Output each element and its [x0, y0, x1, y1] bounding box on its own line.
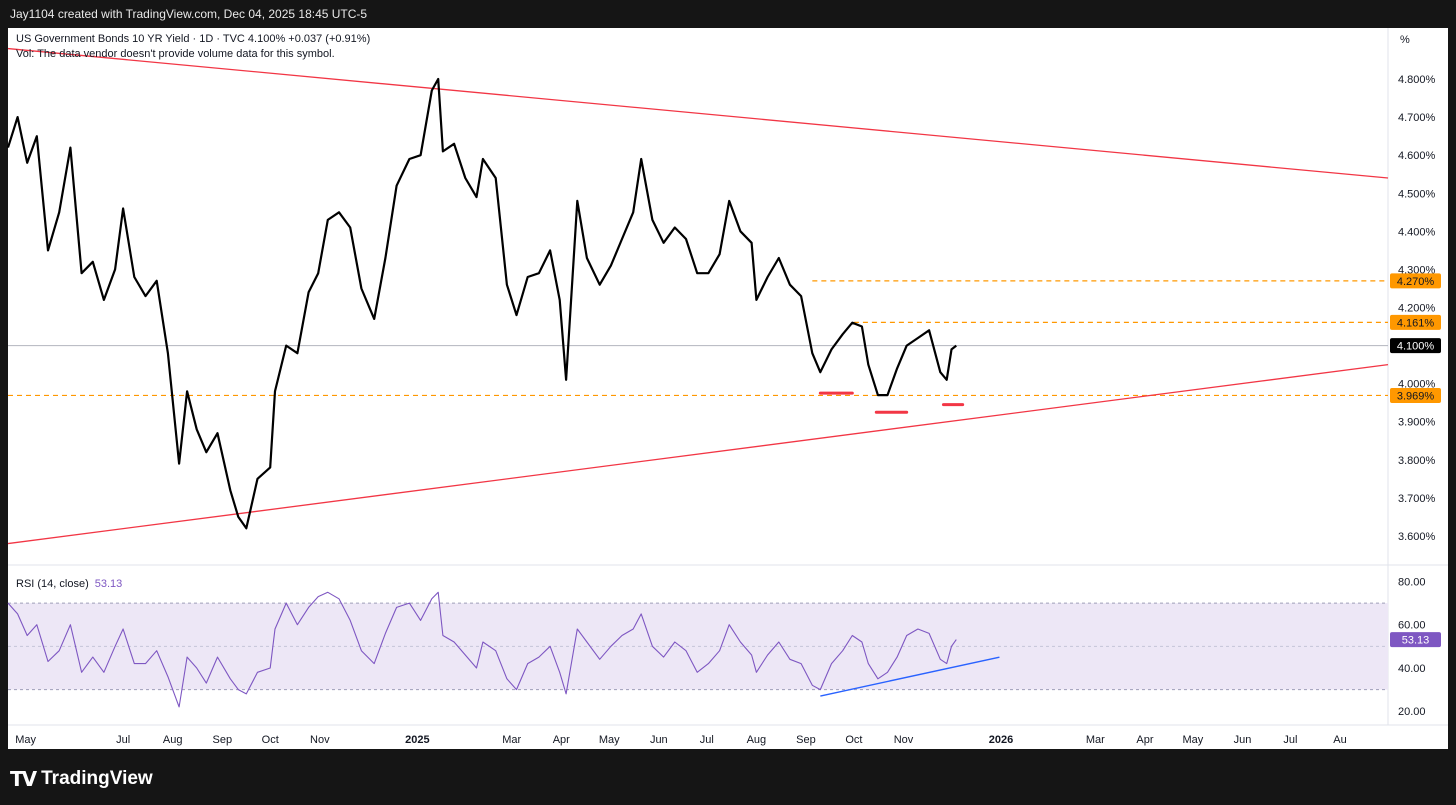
rsi-tick-label: 80.00 — [1398, 576, 1426, 588]
yield-price-line — [6, 77, 957, 530]
price-tick-label: 3.800% — [1398, 455, 1436, 467]
price-tick-label: 3.600% — [1398, 531, 1436, 543]
tradingview-logo[interactable]: TV TradingView — [10, 767, 153, 791]
time-tick-label: Au — [1333, 734, 1346, 746]
level-label-1: 4.161% — [1397, 317, 1435, 329]
symbol-legend[interactable]: US Government Bonds 10 YR Yield · 1D · T… — [16, 33, 371, 45]
last-price-label-bg — [1390, 338, 1441, 354]
rsi-value-label-bg — [1390, 632, 1441, 648]
price-tick-label: 4.700% — [1398, 112, 1436, 124]
rsi-pane — [7, 591, 1388, 708]
rsi-trendline — [820, 656, 1000, 697]
tradingview-mark-icon: TV — [10, 767, 37, 791]
time-tick-label: Nov — [310, 734, 330, 746]
time-tick-label: Apr — [553, 734, 570, 746]
time-tick-label: Sep — [212, 734, 232, 746]
time-tick-label: May — [15, 734, 36, 746]
time-tick-label: Jun — [650, 734, 668, 746]
price-tick-label: 4.000% — [1398, 379, 1436, 391]
time-tick-label: Jun — [1234, 734, 1252, 746]
volume-note: Vol: The data vendor doesn't provide vol… — [16, 48, 335, 60]
rsi-legend[interactable]: RSI (14, close) 53.13 — [16, 578, 122, 590]
price-tick-label: 3.900% — [1398, 417, 1436, 429]
rsi-tick-label: 20.00 — [1398, 706, 1426, 718]
time-tick-label: Jul — [1283, 734, 1297, 746]
rsi-tick-label: 60.00 — [1398, 620, 1426, 632]
tradingview-wordmark: TradingView — [41, 768, 153, 789]
rsi-tick-label: 40.00 — [1398, 663, 1426, 675]
price-pane — [6, 47, 1389, 545]
rsi-legend-label: RSI (14, close) — [16, 578, 89, 590]
time-tick-label: Mar — [1086, 734, 1105, 746]
time-tick-label: Sep — [796, 734, 816, 746]
time-tick-label: Nov — [894, 734, 914, 746]
time-tick-label: 2025 — [405, 734, 429, 746]
time-tick-label: Aug — [163, 734, 183, 746]
time-tick-label: May — [1183, 734, 1204, 746]
level-label-2-bg — [1390, 387, 1441, 403]
time-tick-label: Jul — [700, 734, 714, 746]
time-tick-label: Oct — [845, 734, 862, 746]
time-tick-label: May — [599, 734, 620, 746]
level-label-1-bg — [1390, 314, 1441, 330]
level-label-2: 3.969% — [1397, 390, 1435, 402]
level-label-0: 4.270% — [1397, 276, 1435, 288]
time-tick-label: Aug — [747, 734, 767, 746]
price-tick-label: 4.200% — [1398, 303, 1436, 315]
author-caption: Jay1104 created with TradingView.com, De… — [10, 7, 368, 21]
axes: 3.600%3.700%3.800%3.900%4.000%4.200%4.30… — [15, 74, 1441, 746]
price-tick-label: 4.600% — [1398, 150, 1436, 162]
level-label-0-bg — [1390, 273, 1441, 289]
price-tick-label: 4.500% — [1398, 188, 1436, 200]
last-price-label: 4.100% — [1397, 341, 1435, 353]
price-tick-label: 4.800% — [1398, 74, 1436, 86]
top-bar: Jay1104 created with TradingView.com, De… — [0, 0, 1456, 28]
price-tick-label: 4.400% — [1398, 226, 1436, 238]
upper-trendline — [7, 47, 1389, 179]
price-unit-label[interactable]: % — [1400, 34, 1410, 46]
rsi-line — [7, 591, 957, 708]
time-tick-label: 2026 — [989, 734, 1013, 746]
time-tick-label: Mar — [502, 734, 521, 746]
time-tick-label: Jul — [116, 734, 130, 746]
rsi-value-label: 53.13 — [1402, 635, 1430, 647]
price-tick-label: 3.700% — [1398, 493, 1436, 505]
footer — [0, 749, 1456, 805]
rsi-legend-value: 53.13 — [94, 578, 123, 590]
time-tick-label: Oct — [262, 734, 279, 746]
lower-trendline — [7, 363, 1389, 545]
time-tick-label: Apr — [1136, 734, 1153, 746]
